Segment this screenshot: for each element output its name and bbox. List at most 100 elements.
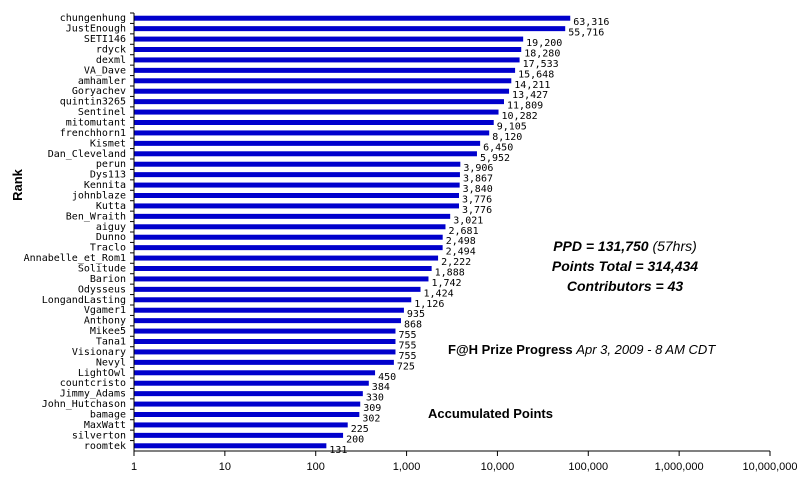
bar (134, 266, 432, 271)
x-tick-label: 10 (219, 461, 231, 473)
bar (134, 432, 344, 438)
bar (134, 401, 361, 407)
category-label: perun (96, 159, 126, 170)
value-label: 17,533 (523, 59, 559, 70)
category-label: aiguy (96, 222, 126, 233)
value-label: 2,494 (446, 247, 476, 258)
category-label: JustEnough (66, 24, 126, 35)
category-label: Ben_Wraith (66, 211, 126, 222)
value-label: 3,021 (453, 215, 483, 226)
value-label: 330 (366, 393, 384, 404)
value-label: 755 (398, 341, 416, 352)
bar (134, 391, 363, 397)
category-label: SETI146 (84, 34, 126, 45)
bar (134, 328, 396, 334)
bars-group (134, 15, 571, 449)
value-label: 13,427 (512, 90, 548, 101)
value-label: 14,211 (514, 80, 550, 91)
category-label: Solitude (78, 264, 126, 275)
stats-box: PPD = 131,750 (57hrs) Points Total = 314… (500, 236, 750, 296)
category-label: Goryachev (72, 86, 126, 97)
value-label: 131 (329, 445, 347, 456)
category-label: johnblaze (72, 191, 126, 202)
contributors-text: Contributors = 43 (566, 278, 684, 294)
category-label: countcristo (60, 378, 126, 389)
bar (134, 26, 566, 32)
ppd-line: PPD = 131,750 (57hrs) (500, 236, 750, 256)
value-label: 1,424 (424, 288, 454, 299)
bar (134, 172, 460, 178)
bar (134, 213, 451, 219)
value-label: 755 (398, 351, 416, 362)
category-labels: chungenhungJustEnoughSETI146rdyckdexmlVA… (24, 13, 126, 452)
value-label: 10,282 (502, 111, 538, 122)
value-label: 55,716 (568, 28, 604, 39)
bar (134, 255, 439, 261)
category-label: Dys113 (90, 170, 126, 181)
value-label: 755 (398, 330, 416, 341)
category-label: VA_Dave (84, 65, 126, 76)
points-total-text: Points Total = 314,434 (551, 258, 699, 274)
category-label: frenchhorn1 (60, 128, 126, 139)
x-tick-label: 1 (131, 461, 137, 473)
category-label: Anthony (84, 316, 126, 327)
bar (134, 47, 522, 52)
bar (134, 15, 571, 21)
bar (134, 78, 512, 84)
bar (134, 193, 459, 198)
value-label: 200 (346, 434, 364, 445)
category-label: Annabelle_et_Rom1 (24, 253, 126, 264)
bar (134, 234, 443, 240)
bar (134, 151, 477, 157)
category-label: Nevyl (96, 357, 126, 368)
category-label: LightOwl (78, 368, 126, 379)
category-label: Dunno (96, 232, 126, 243)
value-label: 935 (407, 309, 425, 320)
category-label: Jimmy_Adams (60, 389, 126, 400)
x-tick-label: 10,000 (481, 461, 515, 473)
bar (134, 370, 376, 376)
category-label: amhamler (78, 76, 126, 87)
value-label: 868 (404, 320, 422, 331)
bar (134, 276, 429, 282)
value-label: 8,120 (492, 132, 522, 143)
bar (134, 161, 461, 167)
bar (134, 422, 348, 428)
bar (134, 182, 460, 188)
value-label: 384 (372, 382, 390, 393)
category-label: rdyck (96, 45, 126, 56)
category-label: LongandLasting (42, 295, 126, 306)
value-label: 225 (351, 424, 369, 435)
category-label: Kutta (96, 201, 126, 212)
x-tick-label: 1,000 (393, 461, 421, 473)
bar (134, 67, 516, 73)
category-label: mitomutant (66, 118, 126, 129)
bar (134, 88, 510, 94)
bar (134, 443, 327, 449)
ppd-note: (57hrs) (652, 238, 697, 254)
category-label: chungenhung (60, 13, 126, 24)
value-label: 11,809 (507, 101, 543, 112)
value-label: 63,316 (573, 17, 609, 28)
value-label: 19,200 (526, 38, 562, 49)
value-label: 18,280 (524, 49, 560, 60)
bar (134, 99, 504, 105)
category-label: Dan_Cleveland (48, 149, 126, 160)
category-label: Sentinel (78, 107, 126, 118)
value-label: 3,840 (463, 184, 493, 195)
bar (134, 36, 524, 42)
bar (134, 57, 520, 63)
x-tick-label: 10,000,000 (742, 461, 797, 473)
x-tick-label: 100,000 (568, 461, 608, 473)
bar (134, 339, 396, 344)
ppd-text: PPD = 131,750 (553, 238, 649, 254)
value-label: 3,867 (463, 174, 493, 185)
bar (134, 224, 446, 230)
value-label: 1,126 (414, 299, 444, 310)
value-label: 2,222 (441, 257, 471, 268)
bar (134, 297, 412, 303)
value-label: 302 (362, 414, 380, 425)
category-label: Odysseus (78, 284, 126, 295)
value-label: 3,776 (462, 195, 492, 206)
